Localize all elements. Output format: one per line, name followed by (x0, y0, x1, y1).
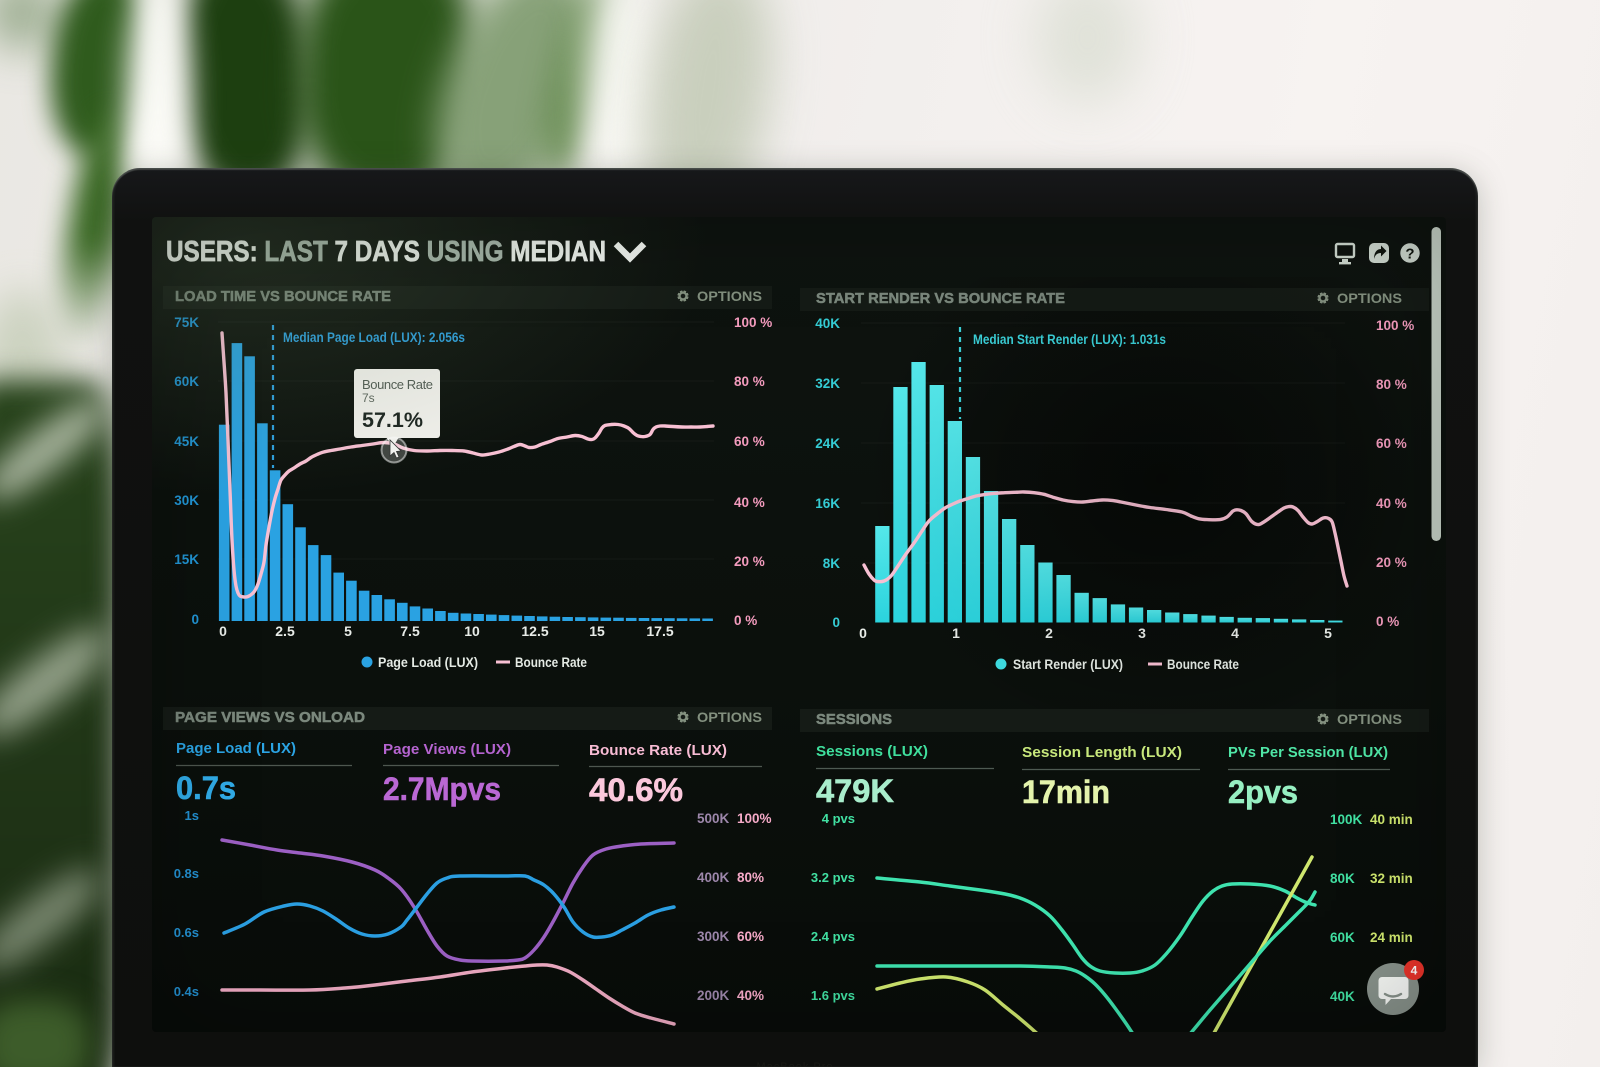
svg-text:2pvs: 2pvs (1228, 774, 1298, 810)
svg-text:Bounce Rate: Bounce Rate (362, 377, 433, 392)
svg-text:PVs Per Session (LUX): PVs Per Session (LUX) (1228, 745, 1388, 761)
svg-text:40K: 40K (1330, 989, 1355, 1004)
svg-text:7.5: 7.5 (400, 623, 420, 639)
svg-text:7s: 7s (362, 391, 375, 405)
svg-text:80 %: 80 % (734, 374, 765, 389)
svg-text:300K: 300K (697, 929, 730, 944)
svg-text:3.2 pvs: 3.2 pvs (811, 870, 855, 885)
svg-text:40 min: 40 min (1370, 812, 1413, 827)
svg-text:5: 5 (344, 623, 352, 639)
svg-text:Median Page Load (LUX): 2.056s: Median Page Load (LUX): 2.056s (283, 330, 465, 345)
svg-text:20 %: 20 % (1376, 555, 1407, 570)
svg-text:40 %: 40 % (734, 495, 765, 510)
svg-text:1: 1 (952, 625, 960, 641)
svg-text:17.5: 17.5 (646, 623, 673, 639)
svg-text:10: 10 (464, 623, 480, 639)
svg-text:4: 4 (1411, 964, 1418, 978)
svg-text:80K: 80K (1330, 871, 1355, 886)
svg-text:2.7Mpvs: 2.7Mpvs (383, 771, 501, 807)
svg-text:100 %: 100 % (734, 315, 772, 330)
svg-text:20 %: 20 % (734, 554, 765, 569)
svg-text:START RENDER VS BOUNCE RATE: START RENDER VS BOUNCE RATE (816, 291, 1065, 307)
svg-text:Page Load (LUX): Page Load (LUX) (378, 655, 478, 670)
svg-text:200K: 200K (697, 988, 730, 1003)
svg-text:0: 0 (832, 615, 840, 630)
svg-text:80 %: 80 % (1376, 377, 1407, 392)
svg-text:USERS: LAST 7 DAYS USING MEDIA: USERS: LAST 7 DAYS USING MEDIAN (166, 236, 606, 268)
svg-text:0.8s: 0.8s (174, 866, 199, 881)
svg-text:Start Render (LUX): Start Render (LUX) (1013, 657, 1123, 672)
svg-text:15: 15 (589, 623, 605, 639)
svg-text:8K: 8K (823, 556, 841, 571)
svg-text:3: 3 (1138, 625, 1146, 641)
svg-text:4 pvs: 4 pvs (822, 811, 855, 826)
svg-text:60 %: 60 % (734, 434, 765, 449)
svg-text:400K: 400K (697, 870, 730, 885)
svg-text:2: 2 (1045, 625, 1053, 641)
svg-text:Session Length (LUX): Session Length (LUX) (1022, 745, 1182, 761)
svg-text:100K: 100K (1330, 812, 1363, 827)
svg-text:60K: 60K (1330, 930, 1355, 945)
svg-text:60K: 60K (174, 374, 199, 389)
svg-text:40 %: 40 % (1376, 496, 1407, 511)
svg-text:30K: 30K (174, 493, 199, 508)
svg-text:16K: 16K (815, 496, 840, 511)
svg-text:0: 0 (859, 625, 867, 641)
svg-text:60 %: 60 % (1376, 436, 1407, 451)
svg-text:100 %: 100 % (1376, 318, 1414, 333)
svg-text:OPTIONS: OPTIONS (697, 710, 762, 725)
svg-text:500K: 500K (697, 811, 730, 826)
svg-text:17min: 17min (1022, 774, 1110, 810)
svg-text:2.5: 2.5 (275, 623, 295, 639)
svg-text:57.1%: 57.1% (362, 408, 423, 432)
svg-text:479K: 479K (816, 773, 895, 809)
svg-text:12.5: 12.5 (521, 623, 548, 639)
svg-text:Bounce Rate: Bounce Rate (1167, 657, 1239, 672)
svg-text:OPTIONS: OPTIONS (1337, 291, 1402, 306)
svg-text:0.7s: 0.7s (176, 770, 236, 806)
svg-text:2.4 pvs: 2.4 pvs (811, 929, 855, 944)
svg-text:80%: 80% (737, 870, 764, 885)
svg-text:60%: 60% (737, 929, 764, 944)
svg-text:0 %: 0 % (734, 613, 757, 628)
svg-text:1s: 1s (185, 808, 199, 823)
svg-text:0 %: 0 % (1376, 614, 1399, 629)
svg-text:Bounce Rate (LUX): Bounce Rate (LUX) (589, 743, 727, 759)
svg-text:LOAD TIME VS BOUNCE RATE: LOAD TIME VS BOUNCE RATE (175, 289, 391, 305)
svg-text:40%: 40% (737, 988, 764, 1003)
svg-text:Sessions (LUX): Sessions (LUX) (816, 744, 928, 760)
svg-text:0: 0 (219, 623, 227, 639)
svg-text:32K: 32K (815, 376, 840, 391)
svg-text:0.6s: 0.6s (174, 925, 199, 940)
svg-text:4: 4 (1231, 625, 1239, 641)
svg-text:?: ? (1405, 246, 1414, 263)
svg-text:100%: 100% (737, 811, 772, 826)
svg-text:40.6%: 40.6% (589, 772, 683, 808)
svg-text:Bounce Rate: Bounce Rate (515, 655, 587, 670)
svg-text:45K: 45K (174, 434, 199, 449)
svg-text:0: 0 (191, 612, 199, 627)
svg-text:15K: 15K (174, 552, 199, 567)
svg-text:Median Start Render (LUX): 1.0: Median Start Render (LUX): 1.031s (973, 332, 1166, 347)
svg-text:Page Load (LUX): Page Load (LUX) (176, 741, 296, 757)
svg-text:24 min: 24 min (1370, 930, 1413, 945)
svg-text:PAGE VIEWS VS ONLOAD: PAGE VIEWS VS ONLOAD (175, 710, 365, 726)
svg-text:Page Views (LUX): Page Views (LUX) (383, 742, 511, 758)
svg-text:0.4s: 0.4s (174, 984, 199, 999)
svg-text:SESSIONS: SESSIONS (816, 712, 892, 728)
svg-text:40K: 40K (815, 316, 840, 331)
svg-text:OPTIONS: OPTIONS (1337, 712, 1402, 727)
svg-text:1.6 pvs: 1.6 pvs (811, 988, 855, 1003)
svg-text:75K: 75K (174, 315, 199, 330)
svg-text:5: 5 (1324, 625, 1332, 641)
svg-text:OPTIONS: OPTIONS (697, 289, 762, 304)
svg-text:24K: 24K (815, 436, 840, 451)
svg-text:32 min: 32 min (1370, 871, 1413, 886)
